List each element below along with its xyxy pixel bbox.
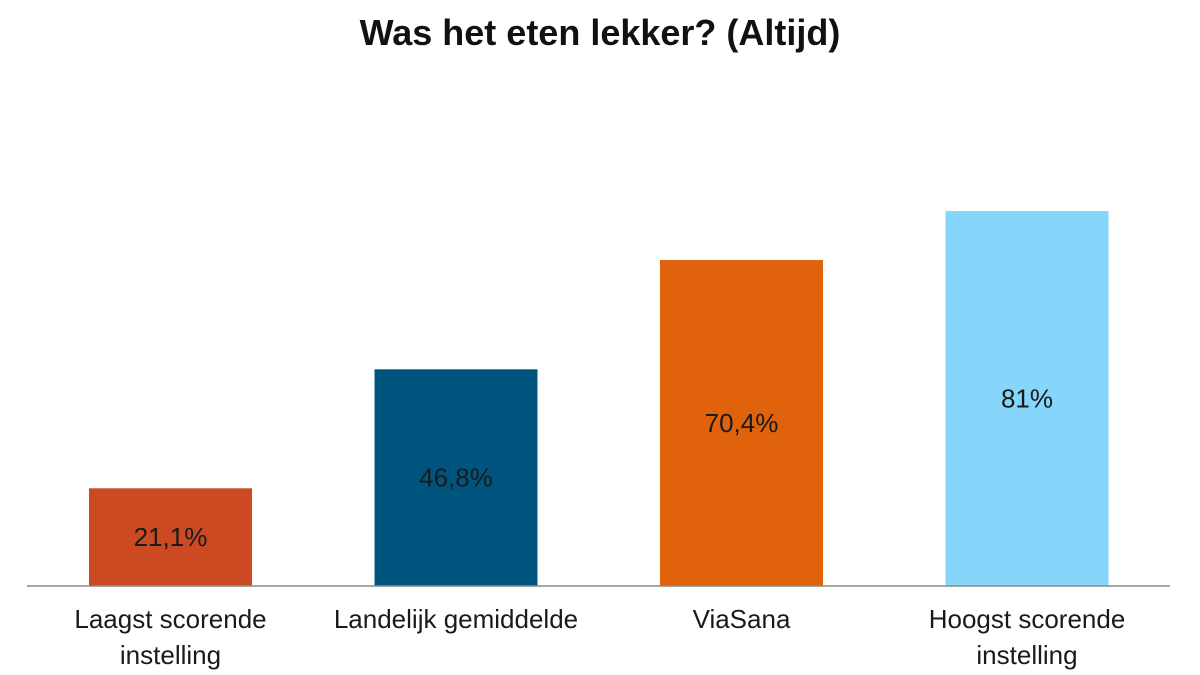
bar-value-label-4: 81% [1001,383,1053,413]
category-label-3: ViaSana [693,604,791,634]
bar-value-label-3: 70,4% [705,408,779,438]
bar-value-label-1: 21,1% [134,522,208,552]
bar-value-label-2: 46,8% [419,463,493,493]
category-label-4: Hoogst scorende instelling [929,604,1126,670]
bars-layer [89,210,1109,586]
bar-4 [945,210,1109,586]
bar-2 [374,369,538,586]
value-labels-layer: 21,1% 46,8% 70,4% 81% [134,383,1053,552]
category-label-line: Hoogst scorende [929,604,1126,634]
chart-title: Was het eten lekker? (Altijd) [359,12,841,53]
category-labels-layer: Laagst scorende instelling Landelijk gemid… [74,604,1125,670]
category-label-2: Landelijk gemiddelde [334,604,578,634]
category-label-line: Laagst scorende [74,604,266,634]
category-label-line: Landelijk gemiddelde [334,604,578,634]
category-label-line: instelling [976,640,1077,670]
category-label-line: ViaSana [693,604,791,634]
category-label-1: Laagst scorende instelling [74,604,266,670]
category-label-line: instelling [120,640,221,670]
bar-1 [89,488,252,586]
bar-3 [660,260,823,586]
